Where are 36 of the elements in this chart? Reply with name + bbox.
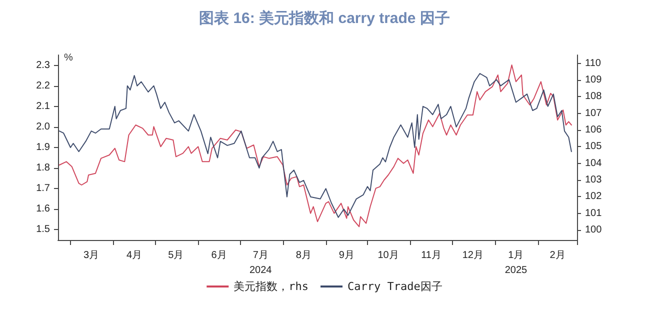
- x-tick-label: 4月: [126, 250, 142, 261]
- x-tick-label: 7月 2024: [249, 250, 272, 276]
- legend-label: 美元指数，rhs: [234, 280, 309, 293]
- y2-tick-label: 108: [585, 91, 602, 102]
- y2-tick-label: 109: [585, 74, 602, 86]
- chart-title: 图表 16: 美元指数和 carry trade 因子: [199, 9, 450, 27]
- y2-tick-label: 107: [585, 108, 602, 119]
- y2-tick-label: 101: [585, 208, 602, 219]
- x-tick-label: 11月: [421, 250, 442, 261]
- y2-tick-label: 100: [585, 224, 602, 236]
- x-tick-label: 8月: [296, 250, 312, 261]
- x-tick-label: 3月: [84, 250, 100, 261]
- x-tick-label: 2月: [550, 250, 566, 261]
- x-tick-label: 6月: [211, 250, 227, 261]
- x-tick-label: 10月: [378, 250, 399, 261]
- y2-tick-label: 104: [585, 158, 602, 169]
- y2-tick-label: 110: [585, 58, 602, 69]
- y-tick-label: 1.9: [36, 142, 50, 153]
- x-tick-label: 5月: [168, 250, 184, 261]
- y2-tick-label: 103: [585, 174, 602, 186]
- y2-tick-label: 102: [585, 191, 602, 202]
- legend-label: Carry Trade因子: [348, 280, 442, 293]
- y-axis-title: %: [64, 52, 73, 64]
- y-tick-label: 2.2: [36, 80, 50, 92]
- y-tick-label: 2.0: [36, 121, 50, 132]
- y-tick-label: 1.8: [36, 162, 50, 174]
- y-tick-label: 1.6: [36, 204, 50, 215]
- y2-tick-label: 105: [585, 141, 602, 152]
- y2-tick-label: 106: [585, 124, 602, 136]
- x-tick-label: 9月: [338, 250, 354, 261]
- y-tick-label: 1.7: [36, 183, 50, 194]
- y-tick-label: 2.1: [36, 100, 50, 112]
- x-tick-label: 12月: [462, 250, 484, 261]
- y-tick-label: 2.3: [36, 60, 50, 71]
- y-tick-label: 1.5: [36, 224, 50, 236]
- x-tick-label: 1月 2025: [504, 250, 528, 276]
